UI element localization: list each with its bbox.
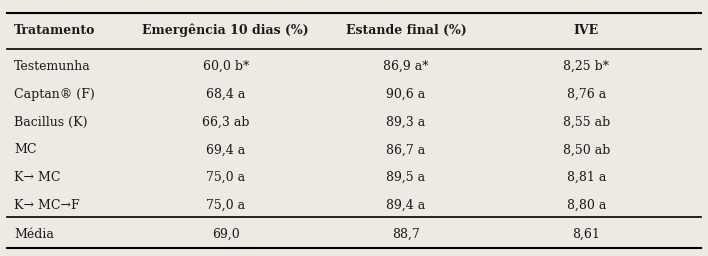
Text: 8,55 ab: 8,55 ab [563,116,610,129]
Text: 8,50 ab: 8,50 ab [563,143,610,156]
Text: 60,0 b*: 60,0 b* [202,60,249,73]
Text: Emergência 10 dias (%): Emergência 10 dias (%) [142,24,309,37]
Text: 89,5 a: 89,5 a [387,171,426,184]
Text: 75,0 a: 75,0 a [206,199,245,212]
Text: 86,7 a: 86,7 a [387,143,426,156]
Text: Captan® (F): Captan® (F) [14,88,95,101]
Text: 8,25 b*: 8,25 b* [564,60,610,73]
Text: Testemunha: Testemunha [14,60,91,73]
Text: 75,0 a: 75,0 a [206,171,245,184]
Text: MC: MC [14,143,37,156]
Text: 89,4 a: 89,4 a [387,199,426,212]
Text: 86,9 a*: 86,9 a* [383,60,429,73]
Text: IVE: IVE [574,24,599,37]
Text: 8,81 a: 8,81 a [566,171,606,184]
Text: Tratamento: Tratamento [14,24,96,37]
Text: K→ MC→F: K→ MC→F [14,199,79,212]
Text: 8,76 a: 8,76 a [567,88,606,101]
Text: Média: Média [14,228,54,241]
Text: 68,4 a: 68,4 a [206,88,246,101]
Text: Estande final (%): Estande final (%) [346,24,467,37]
Text: 90,6 a: 90,6 a [387,88,426,101]
Text: K→ MC: K→ MC [14,171,60,184]
Text: 66,3 ab: 66,3 ab [202,116,249,129]
Text: 8,61: 8,61 [573,228,600,241]
Text: Bacillus (K): Bacillus (K) [14,116,88,129]
Text: 8,80 a: 8,80 a [566,199,606,212]
Text: 89,3 a: 89,3 a [387,116,426,129]
Text: 69,4 a: 69,4 a [206,143,245,156]
Text: 69,0: 69,0 [212,228,239,241]
Text: 88,7: 88,7 [392,228,420,241]
